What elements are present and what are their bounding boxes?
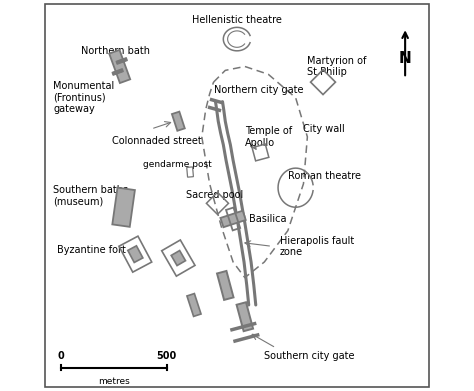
- Text: 500: 500: [156, 350, 177, 361]
- Text: Basilica: Basilica: [249, 214, 286, 224]
- Polygon shape: [237, 302, 253, 331]
- Text: gendarme post: gendarme post: [143, 160, 212, 169]
- Polygon shape: [187, 294, 201, 316]
- Text: Hellenistic theatre: Hellenistic theatre: [192, 14, 282, 25]
- Polygon shape: [116, 57, 128, 64]
- Polygon shape: [171, 251, 185, 265]
- Text: Roman theatre: Roman theatre: [288, 171, 361, 181]
- Text: Southern city gate: Southern city gate: [264, 351, 355, 361]
- Text: 0: 0: [58, 350, 64, 361]
- Polygon shape: [220, 211, 246, 227]
- Text: Southern baths
(museum): Southern baths (museum): [53, 185, 128, 206]
- Text: Hierapolis fault
zone: Hierapolis fault zone: [280, 235, 354, 257]
- Text: Northern bath: Northern bath: [81, 46, 150, 56]
- Polygon shape: [217, 271, 234, 300]
- Text: N: N: [399, 51, 411, 66]
- Text: Northern city gate: Northern city gate: [214, 85, 303, 95]
- Text: Byzantine fort: Byzantine fort: [57, 245, 126, 255]
- Polygon shape: [172, 112, 185, 131]
- Text: Sacred pool: Sacred pool: [186, 190, 244, 201]
- Polygon shape: [112, 188, 135, 227]
- Polygon shape: [128, 246, 143, 262]
- Polygon shape: [109, 50, 130, 83]
- Text: Colonnaded street: Colonnaded street: [112, 136, 201, 146]
- Text: City wall: City wall: [303, 124, 345, 134]
- Text: Temple of
Apollo: Temple of Apollo: [245, 126, 292, 148]
- Text: Martyrion of
St Philip: Martyrion of St Philip: [307, 56, 367, 77]
- Polygon shape: [112, 69, 123, 75]
- Text: metres: metres: [98, 377, 130, 386]
- Text: Monumental
(Frontinus)
gateway: Monumental (Frontinus) gateway: [53, 81, 115, 114]
